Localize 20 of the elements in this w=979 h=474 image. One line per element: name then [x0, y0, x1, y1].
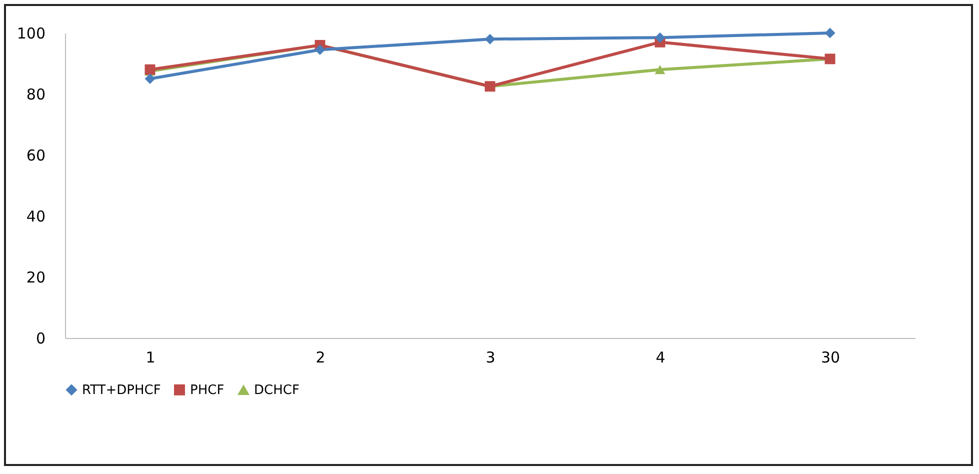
x-tick-label: 1	[146, 348, 156, 366]
legend-label: PHCF	[190, 382, 224, 398]
y-tick-label: 0	[36, 330, 46, 348]
point	[144, 64, 156, 75]
y-tick-label: 20	[26, 268, 46, 286]
x-tick-label: 3	[486, 348, 496, 366]
x-tick-label: 2	[316, 348, 326, 366]
y-tick-label: 40	[26, 208, 46, 226]
point	[654, 32, 666, 43]
point	[144, 74, 156, 84]
legend-label: DCHCF	[254, 383, 300, 398]
x-tick-label: 30	[820, 348, 840, 366]
y-tick-label: 80	[26, 86, 46, 104]
legend-label: RTT+DPHCF	[82, 382, 161, 398]
point	[314, 44, 326, 56]
x-tick-label: 4	[656, 348, 666, 366]
point	[824, 28, 836, 38]
y-tick-label: 100	[16, 24, 46, 42]
point	[484, 34, 496, 44]
y-tick-label: 60	[26, 146, 46, 164]
